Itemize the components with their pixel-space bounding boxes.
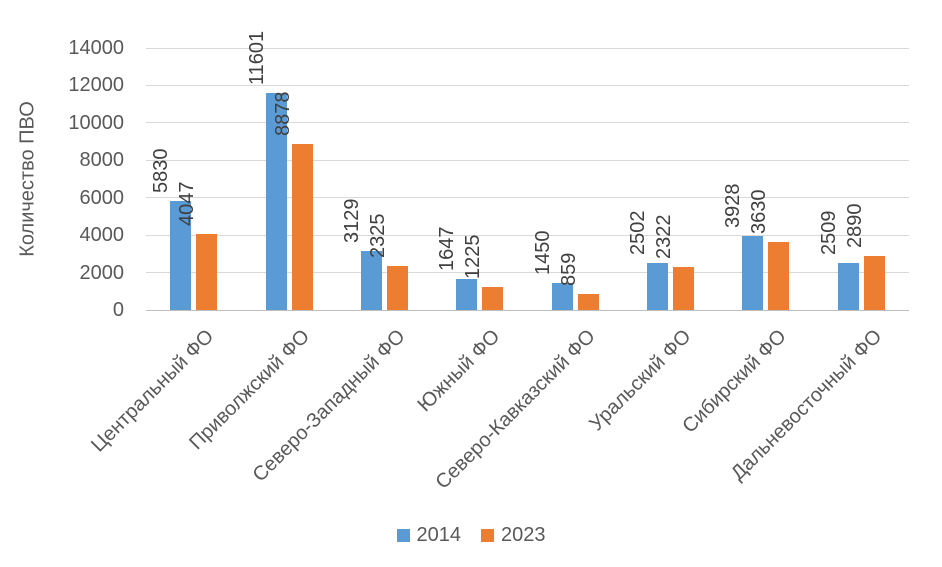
bar-2014-group4 bbox=[456, 279, 477, 310]
gridline bbox=[146, 122, 909, 124]
legend-swatch-2014 bbox=[396, 529, 410, 542]
gridline bbox=[146, 159, 909, 161]
legend-label-2023: 2023 bbox=[501, 524, 546, 546]
y-axis-tick-label: 8000 bbox=[79, 149, 125, 172]
bar-2014-group8 bbox=[838, 263, 859, 310]
bar-value-label: 2322 bbox=[652, 214, 675, 260]
bar-2014-group5 bbox=[552, 283, 573, 310]
bar-value-label: 5830 bbox=[149, 148, 172, 194]
bar-value-label: 1647 bbox=[435, 226, 458, 272]
bar-2014-group7 bbox=[742, 236, 763, 310]
bar-value-label: 3630 bbox=[747, 189, 770, 235]
bar-value-label: 859 bbox=[557, 252, 580, 286]
legend-item-2023: 2023 bbox=[481, 524, 546, 547]
bar-value-label: 2509 bbox=[817, 210, 840, 256]
bar-value-label: 2325 bbox=[366, 213, 389, 259]
gridline bbox=[146, 47, 909, 49]
legend-swatch-2023 bbox=[481, 529, 494, 542]
y-axis-tick-label: 6000 bbox=[79, 186, 125, 209]
y-axis-tick-label: 2000 bbox=[79, 261, 125, 284]
bar-2023-group1 bbox=[196, 234, 217, 310]
y-axis-tick-label: 0 bbox=[112, 299, 124, 321]
y-axis-tick-label: 12000 bbox=[68, 74, 124, 97]
bar-2023-group2 bbox=[292, 144, 313, 310]
bar-value-label: 2502 bbox=[626, 210, 649, 256]
bar-value-label: 8878 bbox=[271, 91, 294, 137]
y-axis-tick-label: 14000 bbox=[68, 37, 124, 59]
x-axis-line bbox=[146, 309, 909, 311]
bar-2023-group8 bbox=[864, 256, 885, 310]
bar-2023-group6 bbox=[673, 267, 694, 310]
y-axis-tick-label: 4000 bbox=[79, 224, 125, 247]
bar-value-label: 3129 bbox=[340, 198, 363, 244]
bar-value-label: 4047 bbox=[175, 181, 198, 227]
bar-value-label: 1450 bbox=[531, 230, 554, 276]
legend-label-2014: 2014 bbox=[416, 524, 462, 546]
x-axis-label: Северо-Кавказский ФО bbox=[431, 325, 601, 494]
y-axis-tick-label: 10000 bbox=[68, 111, 124, 134]
gridline bbox=[146, 197, 909, 199]
gridline bbox=[146, 272, 909, 274]
bar-2014-group6 bbox=[647, 263, 668, 310]
gridline bbox=[146, 234, 909, 236]
bar-2014-group2 bbox=[266, 93, 287, 310]
gridline bbox=[146, 84, 909, 86]
bar-value-label: 1225 bbox=[461, 234, 484, 280]
bar-2014-group3 bbox=[361, 251, 382, 310]
bar-2023-group3 bbox=[387, 266, 408, 310]
x-axis-label: Уральский ФО bbox=[585, 325, 696, 436]
bar-2014-group1 bbox=[170, 201, 191, 310]
bar-value-label: 2890 bbox=[843, 203, 866, 249]
bar-value-label: 3928 bbox=[721, 183, 744, 229]
legend: 2014 2023 bbox=[0, 524, 942, 547]
bar-2023-group5 bbox=[578, 294, 599, 310]
bar-2023-group7 bbox=[768, 242, 789, 310]
bar-2023-group4 bbox=[482, 287, 503, 310]
bar-value-label: 11601 bbox=[245, 30, 268, 85]
legend-item-2014: 2014 bbox=[396, 524, 462, 547]
x-axis-label: Южный ФО bbox=[413, 325, 505, 417]
